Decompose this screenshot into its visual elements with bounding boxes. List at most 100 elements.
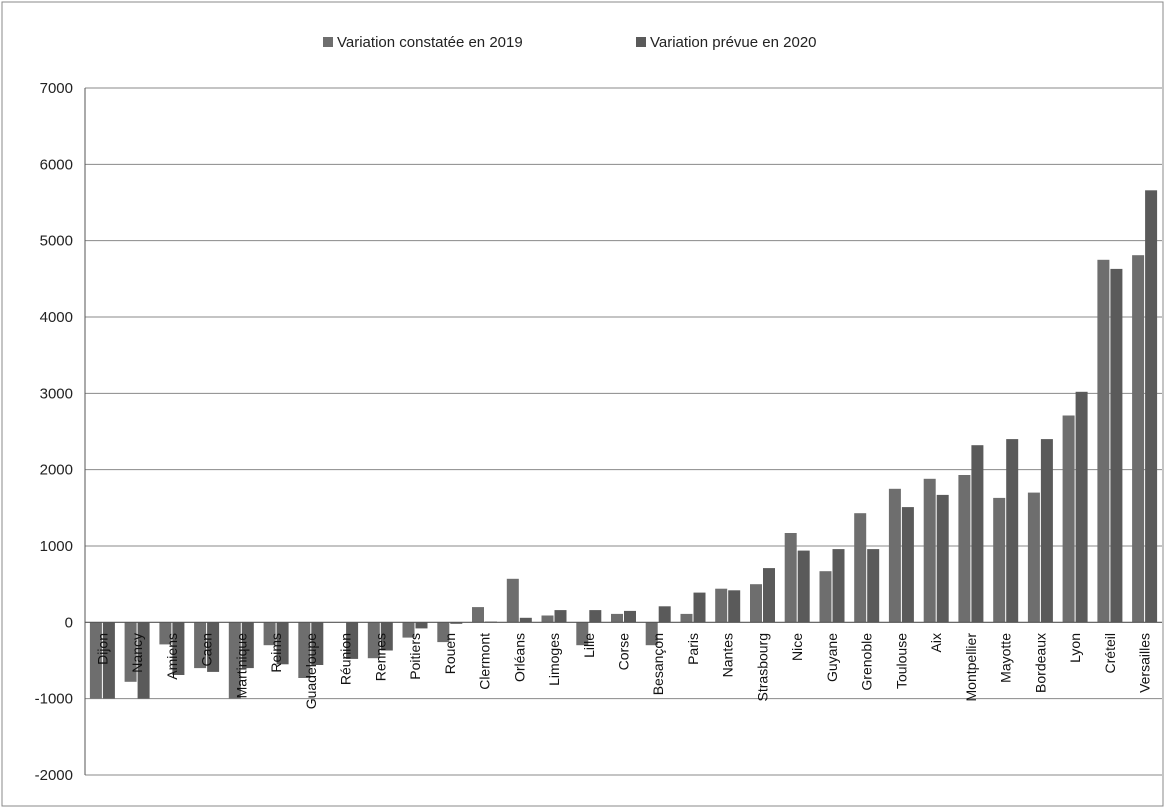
bar-2020 xyxy=(1075,391,1088,623)
y-tick-label: -2000 xyxy=(35,767,73,784)
bar-2020 xyxy=(241,622,254,669)
bar-2020 xyxy=(728,590,741,623)
category-label: Lyon xyxy=(1067,633,1083,663)
bar-2019 xyxy=(645,622,658,646)
bar-2020 xyxy=(137,622,150,699)
category-label: Corse xyxy=(616,633,632,671)
bar-2019 xyxy=(958,475,971,623)
bar-2020 xyxy=(624,610,636,623)
y-tick-label: 0 xyxy=(65,614,73,631)
category-label: Nancy xyxy=(129,633,145,673)
bar-2019 xyxy=(124,622,137,682)
category-label: Strasbourg xyxy=(755,633,771,701)
bar-2020 xyxy=(693,592,706,623)
grid-lines xyxy=(84,87,1162,776)
bar-2020 xyxy=(207,622,220,672)
bar-2020 xyxy=(519,617,532,623)
category-label: Guadeloupe xyxy=(303,633,319,710)
category-label: Lille xyxy=(581,633,597,658)
bars xyxy=(89,190,1158,699)
category-label: Grenoble xyxy=(859,633,875,691)
bar-2020 xyxy=(936,494,949,623)
bar-2020 xyxy=(311,622,324,665)
category-label: Martinique xyxy=(233,633,249,699)
bar-2020 xyxy=(346,622,359,659)
bar-2020 xyxy=(554,610,567,623)
bar-2020 xyxy=(658,606,671,623)
bar-2019 xyxy=(611,613,623,623)
bar-2020 xyxy=(832,549,845,623)
bar-2019 xyxy=(89,622,102,699)
legend: Variation constatée en 2019 Variation pr… xyxy=(323,34,817,51)
bar-2019 xyxy=(263,622,276,646)
category-label: Bordeaux xyxy=(1032,633,1048,693)
y-tick-label: 7000 xyxy=(40,80,73,97)
category-label: Rouen xyxy=(442,633,458,674)
bar-2019 xyxy=(576,622,589,646)
bar-2020 xyxy=(901,507,914,623)
bar-2020 xyxy=(450,622,463,624)
bar-2019 xyxy=(541,615,554,623)
bar-2019 xyxy=(854,513,867,623)
bar-2019 xyxy=(923,478,936,623)
y-tick-label: 6000 xyxy=(40,156,73,173)
bar-2019 xyxy=(750,584,762,623)
bar-2019 xyxy=(1027,492,1040,623)
category-label: Poitiers xyxy=(407,633,423,680)
category-label: Rennes xyxy=(372,633,388,681)
bar-2019 xyxy=(819,571,832,623)
category-label: Caen xyxy=(199,633,215,666)
category-label: Orléans xyxy=(511,633,527,682)
bar-2020 xyxy=(1006,439,1019,623)
bar-2019 xyxy=(506,578,519,623)
legend-label-2020: Variation prévue en 2020 xyxy=(650,34,817,51)
bar-2020 xyxy=(971,445,984,623)
category-label: Amiens xyxy=(164,633,180,680)
category-label: Reims xyxy=(268,633,284,673)
y-tick-label: 1000 xyxy=(40,538,73,555)
bar-2020 xyxy=(1110,268,1123,623)
bar-2020 xyxy=(797,550,810,623)
y-tick-label: 3000 xyxy=(40,385,73,402)
bar-2020 xyxy=(1145,190,1158,623)
category-label: Mayotte xyxy=(998,633,1014,683)
category-label: Clermont xyxy=(477,633,493,690)
bar-2019 xyxy=(715,588,728,623)
category-label: Montpellier xyxy=(963,633,979,702)
bar-2020 xyxy=(1040,439,1053,623)
bar-2020 xyxy=(102,622,115,699)
category-label: Réunion xyxy=(338,633,354,685)
bar-2019 xyxy=(367,622,380,659)
bar-2019 xyxy=(1132,255,1145,623)
category-label: Besançon xyxy=(650,633,666,695)
bar-2019 xyxy=(228,622,241,699)
bar-2019 xyxy=(1097,259,1110,623)
bar-2019 xyxy=(784,533,797,623)
category-label: Créteil xyxy=(1102,633,1118,673)
bar-2019 xyxy=(402,622,415,638)
bar-2019 xyxy=(1062,415,1075,623)
y-tick-label: 4000 xyxy=(40,309,73,326)
bar-2019 xyxy=(298,622,311,678)
bar-2020 xyxy=(415,622,428,629)
legend-label-2019: Variation constatée en 2019 xyxy=(337,34,523,51)
y-tick-label: 2000 xyxy=(40,462,73,479)
bar-2019 xyxy=(680,613,693,623)
bar-2019 xyxy=(437,622,450,643)
bar-2020 xyxy=(172,622,185,675)
bar-2020 xyxy=(763,568,775,623)
y-axis-tick-labels: 7000 6000 5000 4000 3000 2000 1000 0 -1000 -2000 xyxy=(35,80,73,784)
category-label: Nice xyxy=(789,633,805,661)
category-label: Toulouse xyxy=(893,633,909,689)
bar-2019 xyxy=(993,497,1006,623)
bar-2020 xyxy=(276,622,289,665)
y-tick-label: -1000 xyxy=(35,691,73,708)
legend-swatch-2020 xyxy=(636,37,646,47)
bar-2019 xyxy=(888,488,901,623)
category-label: Dijon xyxy=(94,633,110,665)
bar-2019 xyxy=(472,607,484,623)
category-label: Guyane xyxy=(824,633,840,682)
